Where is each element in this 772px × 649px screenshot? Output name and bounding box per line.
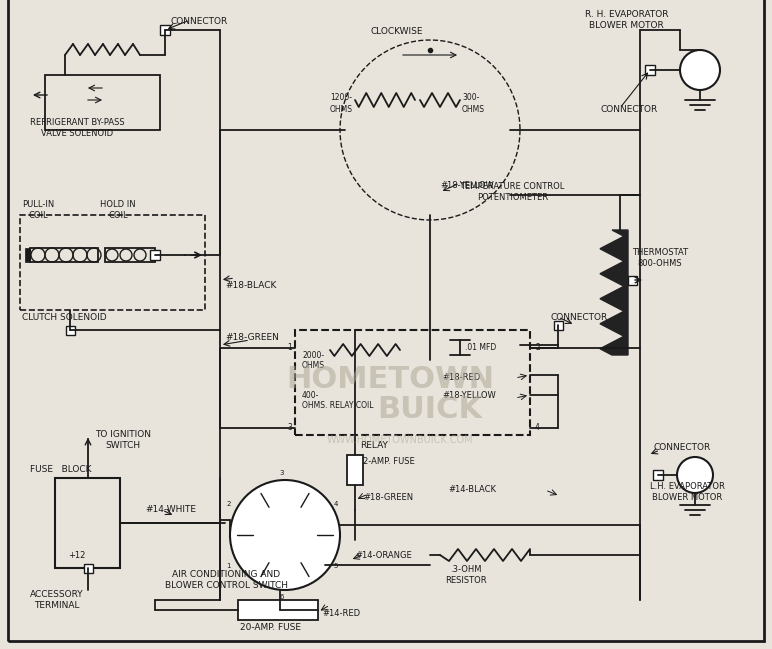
Text: CONNECTOR: CONNECTOR — [550, 313, 608, 323]
Text: .3-OHM
RESISTOR: .3-OHM RESISTOR — [445, 565, 486, 585]
Bar — [25, 248, 30, 262]
Text: #18-YELLOW: #18-YELLOW — [440, 180, 494, 190]
Text: OHMS. RELAY COIL: OHMS. RELAY COIL — [302, 400, 374, 410]
Text: 1: 1 — [287, 343, 292, 352]
Text: #18-BLACK: #18-BLACK — [225, 280, 276, 289]
Bar — [45, 75, 160, 130]
Text: #18-RED: #18-RED — [442, 374, 480, 382]
Bar — [66, 326, 75, 334]
Text: BUICK: BUICK — [378, 395, 482, 424]
Bar — [628, 275, 636, 284]
Text: 400-: 400- — [302, 391, 320, 400]
Text: 20-AMP. FUSE: 20-AMP. FUSE — [240, 624, 301, 633]
Bar — [20, 215, 205, 310]
Text: OHMS: OHMS — [462, 106, 485, 114]
Bar — [554, 321, 563, 330]
Text: .01 MFD: .01 MFD — [465, 343, 496, 352]
Text: REFRIGERANT BY-PASS
VALVE SOLENOID: REFRIGERANT BY-PASS VALVE SOLENOID — [30, 118, 124, 138]
Text: 2-AMP. FUSE: 2-AMP. FUSE — [363, 458, 415, 467]
Text: #14-BLACK: #14-BLACK — [448, 485, 496, 495]
Text: CLOCKWISE: CLOCKWISE — [370, 27, 422, 36]
Text: WWW.HOMETOWNBUICK.COM: WWW.HOMETOWNBUICK.COM — [327, 435, 473, 445]
Text: #14-RED: #14-RED — [322, 609, 360, 617]
Text: TEMPERATURE CONTROL
POTENTIOMETER: TEMPERATURE CONTROL POTENTIOMETER — [460, 182, 564, 202]
Text: HOMETOWN: HOMETOWN — [286, 365, 494, 395]
Text: 2: 2 — [226, 501, 231, 507]
Bar — [238, 600, 318, 620]
Text: 6: 6 — [279, 594, 284, 600]
Text: HOLD IN
COIL: HOLD IN COIL — [100, 201, 136, 220]
Text: PULL-IN
COIL: PULL-IN COIL — [22, 201, 54, 220]
Polygon shape — [600, 230, 628, 355]
Text: #14-ORANGE: #14-ORANGE — [355, 550, 411, 559]
Text: #18-YELLOW: #18-YELLOW — [442, 391, 496, 400]
Bar — [645, 65, 655, 75]
Text: 300-: 300- — [462, 93, 479, 103]
Text: 3: 3 — [287, 424, 292, 432]
Text: L.H. EVAPORATOR
BLOWER MOTOR: L.H. EVAPORATOR BLOWER MOTOR — [650, 482, 725, 502]
Text: 3: 3 — [279, 470, 284, 476]
Text: CLUTCH SOLENOID: CLUTCH SOLENOID — [22, 313, 107, 323]
Circle shape — [677, 457, 713, 493]
Text: CONNECTOR: CONNECTOR — [600, 106, 657, 114]
Text: +12: +12 — [68, 550, 86, 559]
Text: FUSE   BLOCK: FUSE BLOCK — [30, 465, 92, 474]
Text: #14-WHITE: #14-WHITE — [145, 506, 196, 515]
Text: 2: 2 — [535, 343, 540, 352]
Text: CONNECTOR: CONNECTOR — [170, 18, 227, 27]
Bar — [150, 250, 160, 260]
Bar — [160, 25, 170, 35]
Text: 1: 1 — [226, 563, 231, 569]
Text: 1200-: 1200- — [330, 93, 352, 103]
Bar — [295, 330, 530, 435]
Bar — [83, 563, 93, 572]
Text: OHMS: OHMS — [302, 361, 325, 371]
Text: CONNECTOR: CONNECTOR — [653, 443, 710, 452]
Bar — [55, 478, 120, 568]
Text: #18-GREEN: #18-GREEN — [363, 493, 413, 502]
Bar — [653, 470, 663, 480]
Text: AIR CONDITIONING AND
BLOWER CONTROL SWITCH: AIR CONDITIONING AND BLOWER CONTROL SWIT… — [165, 570, 288, 590]
Text: 4: 4 — [334, 501, 338, 507]
Text: R. H. EVAPORATOR
BLOWER MOTOR: R. H. EVAPORATOR BLOWER MOTOR — [585, 10, 669, 30]
Text: OHMS: OHMS — [330, 106, 353, 114]
Text: 4: 4 — [535, 424, 540, 432]
Text: 2000-: 2000- — [302, 352, 324, 360]
Text: ACCESSORY
TERMINAL: ACCESSORY TERMINAL — [30, 591, 83, 609]
Text: 5: 5 — [334, 563, 338, 569]
Bar — [105, 248, 155, 262]
Circle shape — [230, 480, 340, 590]
Text: #18-GREEN: #18-GREEN — [225, 334, 279, 343]
Text: TO IGNITION
SWITCH: TO IGNITION SWITCH — [95, 430, 151, 450]
Text: RELAY: RELAY — [360, 441, 388, 450]
Bar — [347, 455, 363, 485]
Bar — [30, 248, 98, 262]
Circle shape — [680, 50, 720, 90]
Text: THERMOSTAT
800-OHMS: THERMOSTAT 800-OHMS — [632, 249, 688, 267]
